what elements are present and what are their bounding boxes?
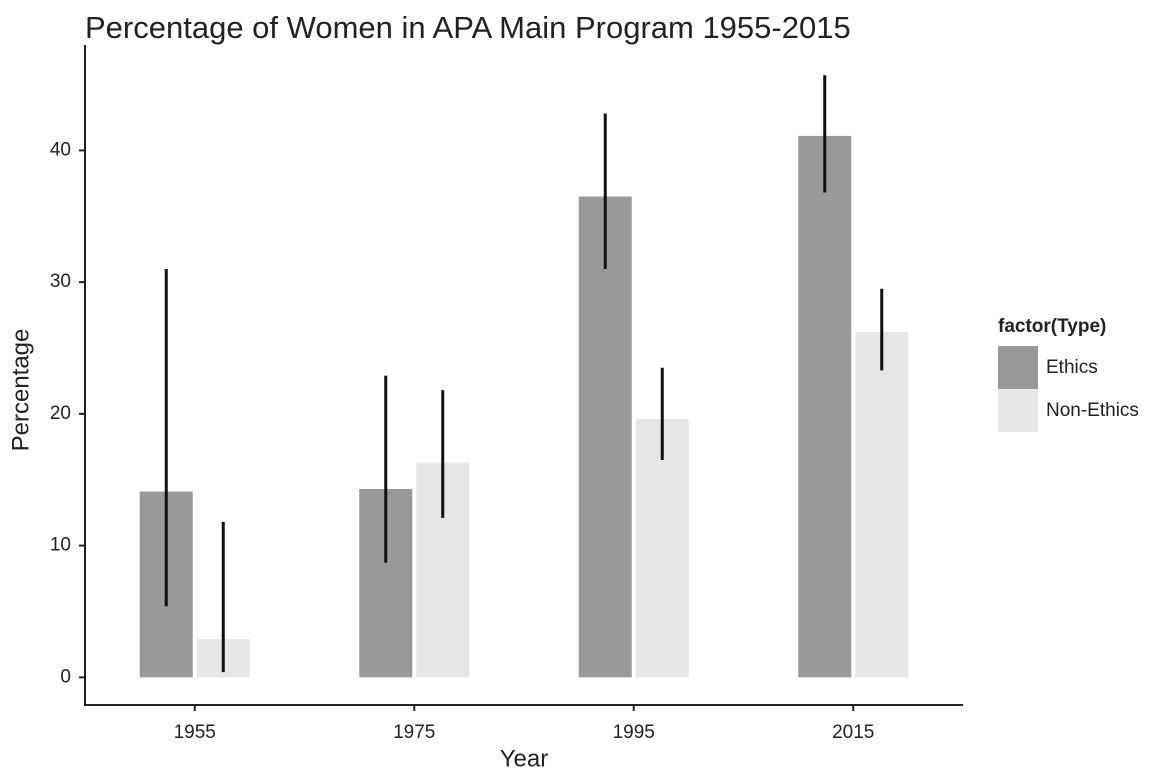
y-axis-label: Percentage	[7, 329, 34, 452]
bar	[635, 419, 689, 678]
y-tick-label: 30	[50, 271, 71, 292]
y-tick-label: 20	[50, 403, 71, 424]
legend-label: Non-Ethics	[1046, 400, 1139, 421]
y-tick-label: 10	[50, 535, 71, 556]
legend-swatch	[998, 389, 1038, 432]
legend-swatch	[998, 346, 1038, 389]
x-tick-label: 1955	[174, 722, 216, 743]
bar	[855, 332, 909, 678]
chart-title: Percentage of Women in APA Main Program …	[85, 10, 851, 45]
y-tick-label: 0	[60, 666, 71, 687]
x-axis-label: Year	[500, 745, 549, 772]
y-tick-label: 40	[50, 139, 71, 160]
x-tick-label: 1995	[613, 722, 655, 743]
x-tick-label: 1975	[393, 722, 435, 743]
legend-label: Ethics	[1046, 357, 1098, 378]
bar	[798, 135, 852, 678]
x-tick-label: 2015	[832, 722, 874, 743]
bar	[578, 196, 632, 678]
legend-title: factor(Type)	[998, 316, 1106, 337]
